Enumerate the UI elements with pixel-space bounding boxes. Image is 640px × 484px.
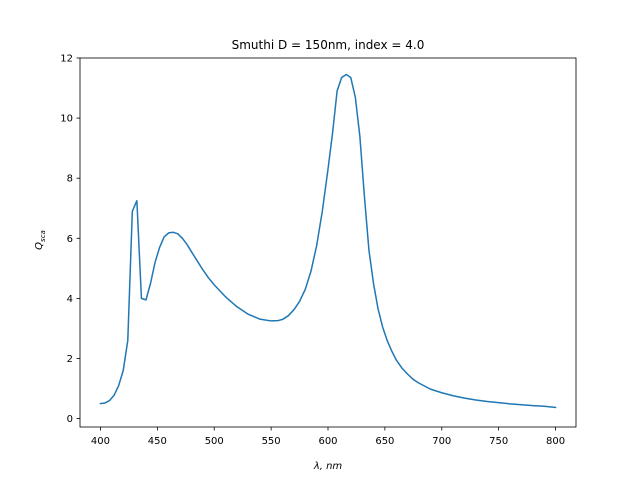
plot-area — [99, 73, 557, 409]
y-tick-label: 4 — [67, 294, 73, 305]
x-tick-label: 500 — [205, 436, 224, 447]
x-tick-label: 400 — [91, 436, 110, 447]
x-tick-label: 800 — [546, 436, 565, 447]
x-tick-label: 650 — [375, 436, 394, 447]
x-tick-label: 700 — [432, 436, 451, 447]
y-axis-label-sub: sca — [39, 230, 47, 242]
series-line-0 — [99, 73, 557, 409]
y-tick-label: 6 — [67, 234, 73, 245]
x-tick-label: 600 — [318, 436, 337, 447]
x-axis-label: λ, nm — [313, 461, 343, 472]
y-tick-label: 10 — [60, 114, 73, 125]
y-axis-label-main: Q — [34, 242, 45, 250]
axes: 400 450 500 550 600 650 700 750 800 0 2 4 6 8 10 12 — [60, 54, 577, 447]
y-tick-label: 2 — [67, 354, 73, 365]
x-tick-label: 750 — [489, 436, 508, 447]
y-tick-label: 0 — [67, 414, 73, 425]
y-tick-label: 8 — [67, 174, 73, 185]
y-axis-label: Qsca — [34, 230, 47, 250]
y-tick-label: 12 — [60, 54, 73, 65]
chart-title: Smuthi D = 150nm, index = 4.0 — [232, 38, 425, 52]
x-tick-label: 550 — [262, 436, 281, 447]
x-tick-label: 450 — [148, 436, 167, 447]
